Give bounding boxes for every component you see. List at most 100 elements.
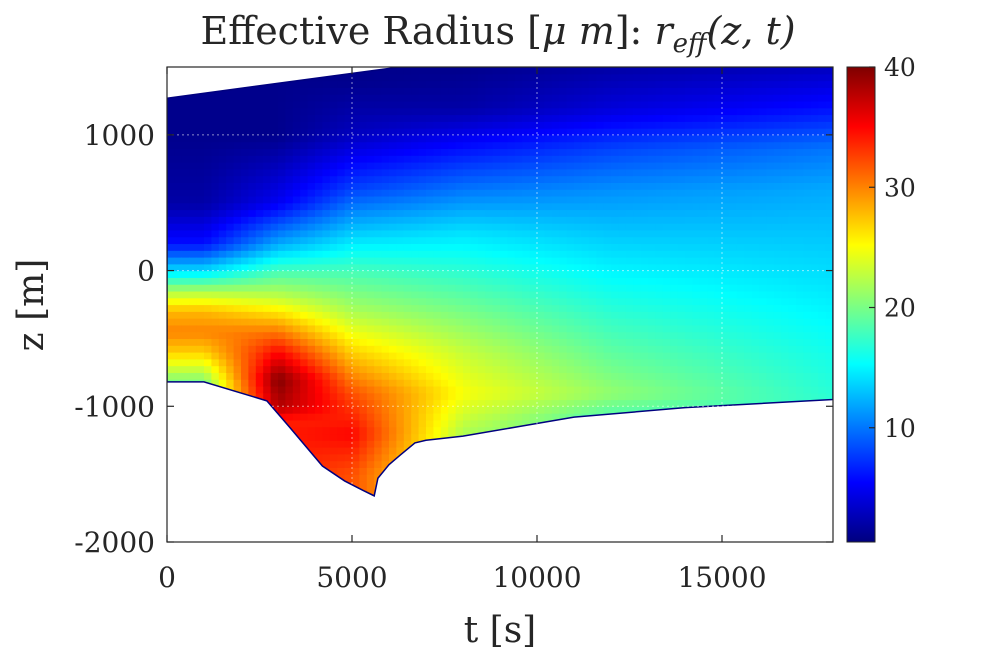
heatmap-cell: [507, 141, 516, 150]
heatmap-cell: [189, 141, 198, 150]
heatmap-cell: [588, 433, 597, 441]
heatmap-cell: [625, 311, 634, 319]
heatmap-cell: [270, 189, 279, 197]
heatmap-cell: [366, 250, 375, 258]
heatmap-cell: [382, 528, 390, 535]
heatmap-cell: [241, 270, 249, 278]
heatmap-cell: [492, 155, 501, 163]
heatmap-cell: [522, 175, 531, 183]
heatmap-cell: [574, 385, 582, 394]
heatmap-cell: [189, 257, 198, 265]
heatmap-cell: [218, 134, 227, 143]
heatmap-cell: [692, 419, 701, 428]
heatmap-cell: [278, 318, 286, 326]
heatmap-cell: [574, 148, 582, 156]
heatmap-cell: [263, 290, 272, 299]
heatmap-cell: [181, 223, 190, 231]
heatmap-cell: [337, 460, 346, 468]
heatmap-cell: [559, 216, 568, 224]
heatmap-cell: [544, 474, 553, 482]
heatmap-cell: [352, 474, 360, 482]
heatmap-cell: [233, 487, 242, 496]
heatmap-cell: [344, 365, 353, 373]
heatmap-cell: [337, 284, 346, 292]
heatmap-cell: [677, 474, 686, 482]
heatmap-cell: [285, 290, 294, 299]
heatmap-cell: [522, 223, 531, 231]
heatmap-cell: [167, 121, 175, 129]
heatmap-cell: [492, 311, 501, 319]
heatmap-cell: [537, 460, 545, 468]
heatmap-cell: [522, 487, 531, 496]
heatmap-cell: [233, 162, 242, 170]
heatmap-cell: [514, 318, 523, 326]
heatmap-cell: [263, 324, 272, 333]
heatmap-cell: [263, 508, 271, 515]
heatmap-cell: [226, 345, 235, 353]
heatmap-cell: [500, 162, 508, 170]
heatmap-cell: [300, 494, 309, 496]
heatmap-cell: [551, 453, 560, 462]
heatmap-cell: [241, 487, 249, 496]
heatmap-cell: [263, 467, 272, 475]
heatmap-cell: [285, 413, 294, 421]
heatmap-cell: [566, 433, 575, 441]
heatmap-cell: [181, 345, 190, 353]
heatmap-cell: [433, 100, 442, 109]
heatmap-cell: [433, 128, 442, 136]
heatmap-cell: [418, 67, 427, 75]
heatmap-cell: [352, 338, 360, 346]
heatmap-cell: [344, 487, 353, 496]
heatmap-cell: [685, 501, 693, 508]
heatmap-cell: [278, 168, 286, 177]
heatmap-cell: [477, 162, 486, 170]
heatmap-cell: [492, 297, 501, 306]
heatmap-cell: [381, 304, 390, 312]
heatmap-cell: [670, 508, 678, 515]
heatmap-cell: [685, 522, 693, 529]
heatmap-cell: [352, 352, 360, 360]
heatmap-cell: [492, 318, 501, 326]
heatmap-cell: [685, 107, 693, 116]
heatmap-cell: [374, 284, 383, 292]
heatmap-cell: [403, 433, 412, 441]
heatmap-cell: [625, 216, 634, 224]
heatmap-cell: [426, 304, 434, 312]
heatmap-cell: [292, 372, 301, 380]
heatmap-cell: [167, 87, 175, 95]
heatmap-cell: [292, 447, 301, 455]
heatmap-cell: [529, 202, 538, 211]
heatmap-cell: [551, 121, 560, 129]
heatmap-cell: [366, 141, 375, 150]
heatmap-cell: [374, 385, 383, 394]
heatmap-cell: [263, 141, 272, 150]
heatmap-cell: [167, 474, 175, 482]
heatmap-cell: [189, 528, 197, 535]
heatmap-cell: [389, 508, 397, 515]
heatmap-cell: [389, 487, 397, 496]
heatmap-cell: [366, 304, 375, 312]
heatmap-cell: [530, 501, 538, 508]
heatmap-cell: [677, 189, 686, 197]
heatmap-cell: [566, 148, 575, 156]
heatmap-cell: [640, 250, 649, 258]
heatmap-cell: [559, 80, 568, 88]
heatmap-cell: [611, 107, 619, 116]
heatmap-cell: [167, 162, 175, 170]
heatmap-cell: [300, 372, 309, 380]
heatmap-cell: [374, 501, 382, 508]
heatmap-cell: [381, 250, 390, 258]
heatmap-cell: [263, 277, 272, 285]
heatmap-cell: [640, 73, 649, 82]
heatmap-cell: [396, 121, 405, 129]
heatmap-cell: [337, 134, 346, 143]
heatmap-cell: [625, 365, 634, 373]
heatmap-cell: [181, 433, 190, 441]
heatmap-cell: [448, 277, 457, 285]
heatmap-cell: [470, 270, 479, 278]
heatmap-cell: [337, 352, 346, 360]
heatmap-cell: [440, 94, 449, 102]
heatmap-cell: [403, 263, 412, 272]
heatmap-cell: [218, 209, 227, 217]
heatmap-cell: [500, 331, 508, 340]
